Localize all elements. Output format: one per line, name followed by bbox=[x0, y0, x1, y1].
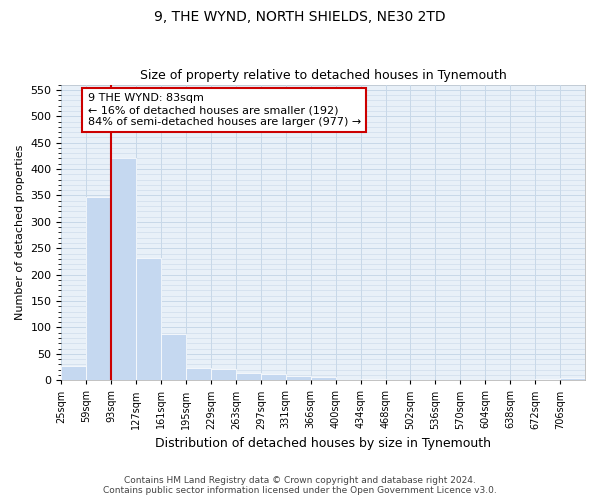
Bar bbox=[211, 368, 236, 380]
Y-axis label: Number of detached properties: Number of detached properties bbox=[15, 144, 25, 320]
Text: 9, THE WYND, NORTH SHIELDS, NE30 2TD: 9, THE WYND, NORTH SHIELDS, NE30 2TD bbox=[154, 10, 446, 24]
Bar bbox=[186, 368, 211, 380]
Bar bbox=[136, 258, 161, 380]
Bar bbox=[311, 376, 335, 380]
Bar bbox=[261, 374, 286, 380]
Bar bbox=[361, 378, 386, 380]
Bar bbox=[61, 366, 86, 380]
Bar bbox=[286, 376, 311, 380]
Bar bbox=[161, 334, 186, 380]
Text: Contains HM Land Registry data © Crown copyright and database right 2024.
Contai: Contains HM Land Registry data © Crown c… bbox=[103, 476, 497, 495]
Bar bbox=[86, 196, 111, 380]
Text: 9 THE WYND: 83sqm
← 16% of detached houses are smaller (192)
84% of semi-detache: 9 THE WYND: 83sqm ← 16% of detached hous… bbox=[88, 94, 361, 126]
Bar bbox=[111, 158, 136, 380]
Bar bbox=[560, 378, 585, 380]
Title: Size of property relative to detached houses in Tynemouth: Size of property relative to detached ho… bbox=[140, 69, 506, 82]
Bar bbox=[535, 378, 560, 380]
X-axis label: Distribution of detached houses by size in Tynemouth: Distribution of detached houses by size … bbox=[155, 437, 491, 450]
Bar bbox=[236, 373, 261, 380]
